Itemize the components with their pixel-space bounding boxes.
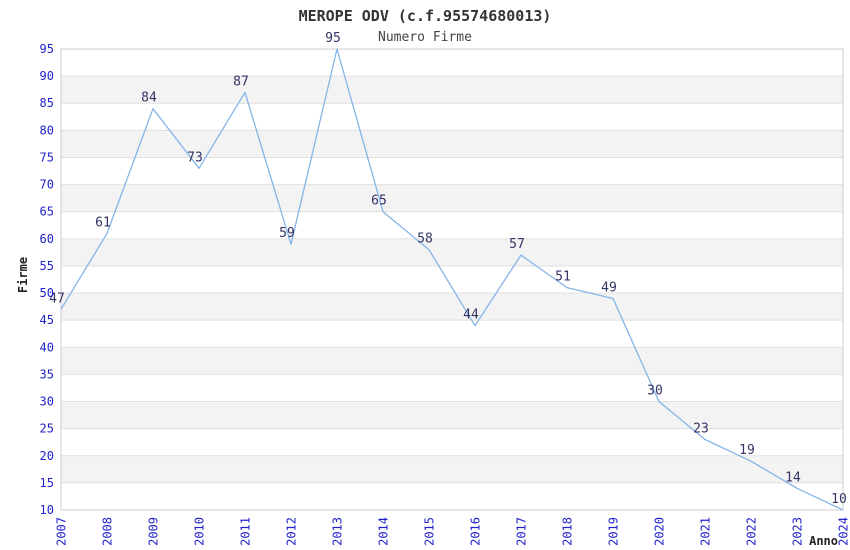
x-tick-label: 2017 bbox=[515, 517, 529, 546]
data-point-label: 57 bbox=[509, 237, 525, 252]
y-tick-label: 60 bbox=[40, 232, 54, 246]
data-point-label: 73 bbox=[187, 150, 203, 165]
x-tick-label: 2009 bbox=[147, 517, 161, 546]
plot-band bbox=[61, 265, 843, 294]
data-point-label: 49 bbox=[601, 281, 617, 296]
y-tick-label: 25 bbox=[40, 422, 54, 436]
x-tick-label: 2022 bbox=[745, 517, 759, 546]
data-point-label: 14 bbox=[785, 470, 801, 485]
y-tick-label: 80 bbox=[40, 123, 54, 137]
plot-band bbox=[61, 130, 843, 158]
y-tick-label: 75 bbox=[40, 151, 54, 165]
y-tick-label: 15 bbox=[40, 476, 54, 490]
plot-band bbox=[61, 211, 843, 239]
series-line bbox=[60, 48, 844, 511]
plot-band bbox=[61, 293, 843, 321]
plot-band bbox=[61, 428, 843, 456]
data-point-label: 58 bbox=[417, 232, 433, 247]
y-tick-label: 95 bbox=[40, 42, 54, 56]
data-point-label: 30 bbox=[647, 384, 663, 399]
x-axis-tick-labels: 2007 2008 2009 2010 2011 2012 2013 2014 2015 2016… bbox=[55, 517, 850, 546]
y-tick-label: 70 bbox=[40, 178, 54, 192]
data-point-label: 51 bbox=[555, 270, 571, 285]
chart-subtitle: Numero Firme bbox=[378, 30, 472, 45]
y-tick-label: 40 bbox=[40, 340, 54, 354]
gridlines bbox=[61, 48, 843, 511]
plot-band bbox=[61, 76, 843, 104]
x-tick-label: 2021 bbox=[699, 517, 713, 546]
data-point-label: 47 bbox=[49, 291, 65, 306]
x-tick-label: 2010 bbox=[193, 517, 207, 546]
plot-band bbox=[61, 482, 843, 510]
x-tick-label: 2011 bbox=[239, 517, 253, 546]
data-point-label: 23 bbox=[693, 422, 709, 437]
plot-band bbox=[61, 184, 843, 212]
plot-border bbox=[60, 48, 844, 511]
x-tick-label: 2016 bbox=[469, 517, 483, 546]
y-tick-label: 85 bbox=[40, 96, 54, 110]
plot-band bbox=[61, 374, 843, 402]
y-tick-label: 55 bbox=[40, 259, 54, 273]
x-tick-label: 2015 bbox=[423, 517, 437, 546]
x-tick-label: 2013 bbox=[331, 517, 345, 546]
plot-band bbox=[61, 455, 843, 483]
chart-title: MEROPE ODV (c.f.95574680013) bbox=[299, 7, 552, 25]
data-series bbox=[60, 48, 844, 511]
x-tick-label: 2020 bbox=[653, 517, 667, 546]
y-tick-label: 10 bbox=[40, 503, 54, 517]
y-axis-title: Firme bbox=[16, 257, 30, 293]
data-point-label: 10 bbox=[831, 492, 847, 507]
data-point-label: 59 bbox=[279, 226, 295, 241]
x-tick-label: 2008 bbox=[101, 517, 115, 546]
x-tick-label: 2018 bbox=[561, 517, 575, 546]
data-point-labels: 47 61 84 73 87 59 95 65 58 44 57 51 49 30 23 19 14 10 bbox=[49, 31, 847, 507]
y-tick-label: 45 bbox=[40, 313, 54, 327]
y-tick-label: 50 bbox=[40, 286, 54, 300]
plot-band bbox=[61, 103, 843, 131]
y-tick-label: 90 bbox=[40, 69, 54, 83]
plot-band bbox=[61, 238, 843, 266]
x-tick-label: 2014 bbox=[377, 517, 391, 546]
plot-band bbox=[61, 49, 843, 77]
x-axis-title: Anno bbox=[809, 534, 838, 548]
data-point-label: 84 bbox=[141, 91, 157, 106]
x-tick-label: 2023 bbox=[791, 517, 805, 546]
data-point-label: 95 bbox=[325, 31, 341, 46]
y-tick-label: 35 bbox=[40, 367, 54, 381]
plot-bands bbox=[61, 49, 843, 510]
data-point-label: 87 bbox=[233, 74, 249, 89]
y-tick-label: 20 bbox=[40, 449, 54, 463]
plot-band bbox=[61, 320, 843, 348]
x-tick-label: 2024 bbox=[837, 517, 850, 546]
y-tick-label: 65 bbox=[40, 205, 54, 219]
y-tick-label: 30 bbox=[40, 395, 54, 409]
x-tick-label: 2019 bbox=[607, 517, 621, 546]
y-axis-tick-labels: 10 15 20 25 30 35 40 45 50 55 60 65 70 75 80 85 90 95 bbox=[40, 42, 54, 517]
plot-band bbox=[61, 157, 843, 185]
plot-band bbox=[61, 347, 843, 375]
x-tick-label: 2007 bbox=[55, 517, 69, 546]
plot-band bbox=[61, 401, 843, 429]
x-tick-label: 2012 bbox=[285, 517, 299, 546]
data-point-label: 44 bbox=[463, 308, 479, 323]
data-point-label: 61 bbox=[95, 215, 111, 230]
data-point-label: 65 bbox=[371, 194, 387, 209]
data-point-label: 19 bbox=[739, 443, 755, 458]
